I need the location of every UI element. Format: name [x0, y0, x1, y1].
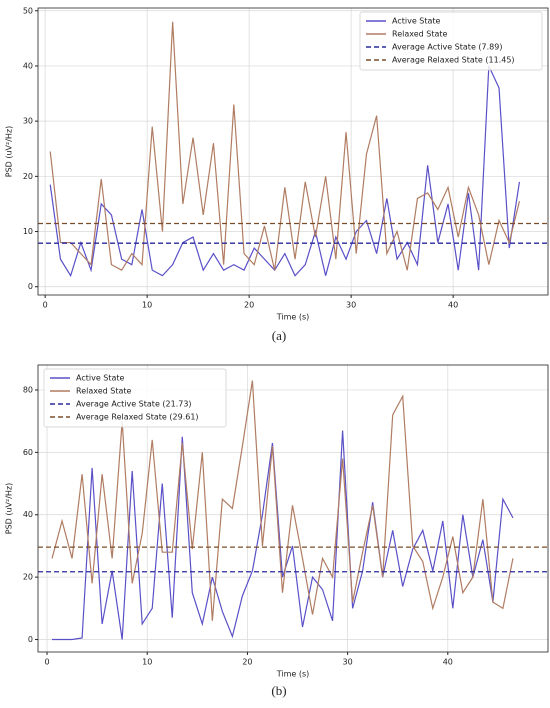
- series-line: [52, 430, 514, 641]
- y-tick-label: 10: [23, 227, 33, 236]
- y-tick-label: 0: [28, 635, 33, 644]
- y-tick-label: 50: [23, 6, 33, 15]
- x-tick-label: 0: [44, 658, 49, 667]
- x-axis-label: Time (s): [276, 313, 310, 322]
- series-line: [49, 21, 521, 271]
- y-tick-label: 40: [23, 61, 33, 70]
- legend-box: [43, 368, 227, 428]
- legend-label: Active State: [76, 374, 125, 383]
- caption: (a): [272, 328, 286, 343]
- legend-box: [359, 11, 543, 71]
- legend-label: Average Active State (7.89): [392, 43, 502, 52]
- y-axis-label: PSD (uV²/Hz): [5, 126, 14, 178]
- x-tick-label: 10: [142, 301, 152, 310]
- axes-frame: [37, 364, 549, 653]
- legend-label: Average Active State (21.73): [76, 400, 192, 409]
- legend-label: Relaxed State: [392, 30, 448, 39]
- y-tick-label: 30: [23, 117, 33, 126]
- x-tick-label: 20: [244, 301, 254, 310]
- series-line: [49, 65, 521, 278]
- series-line: [51, 380, 514, 621]
- x-tick-label: 30: [343, 658, 353, 667]
- x-tick-label: 20: [242, 658, 252, 667]
- y-tick-label: 40: [23, 510, 33, 519]
- y-tick-label: 20: [23, 573, 33, 582]
- legend-label: Average Relaxed State (11.45): [392, 56, 515, 65]
- caption: (b): [271, 683, 286, 698]
- x-tick-label: 40: [443, 658, 453, 667]
- x-tick-label: 0: [43, 301, 48, 310]
- y-tick-label: 20: [23, 172, 33, 181]
- y-tick-label: 80: [23, 385, 33, 394]
- y-tick-label: 0: [28, 282, 33, 291]
- y-axis-label: PSD (uV²/Hz): [5, 483, 14, 535]
- x-tick-label: 30: [346, 301, 356, 310]
- x-tick-label: 40: [448, 301, 458, 310]
- x-tick-label: 10: [142, 658, 152, 667]
- legend-label: Active State: [392, 17, 441, 26]
- y-tick-label: 60: [23, 448, 33, 457]
- axes-frame: [37, 7, 549, 296]
- legend-label: Average Relaxed State (29.61): [76, 413, 199, 422]
- legend-label: Relaxed State: [76, 387, 132, 396]
- x-axis-label: Time (s): [276, 670, 310, 679]
